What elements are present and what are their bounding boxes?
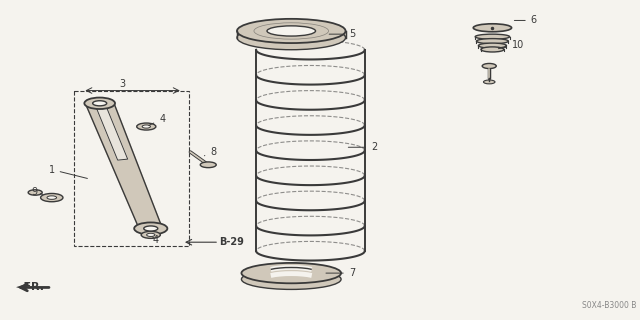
Polygon shape: [237, 31, 346, 38]
Ellipse shape: [475, 34, 509, 39]
Text: 9: 9: [31, 187, 43, 197]
Ellipse shape: [482, 63, 496, 68]
Ellipse shape: [237, 19, 346, 43]
Text: 2: 2: [348, 142, 378, 152]
Text: 1: 1: [49, 164, 88, 179]
Text: 5: 5: [329, 29, 355, 39]
Ellipse shape: [481, 47, 504, 52]
Ellipse shape: [40, 194, 63, 202]
Ellipse shape: [478, 43, 506, 48]
Text: B-29: B-29: [219, 237, 244, 247]
Ellipse shape: [147, 233, 155, 236]
Ellipse shape: [200, 162, 216, 168]
Ellipse shape: [93, 101, 107, 106]
Ellipse shape: [28, 190, 42, 195]
Text: ◄FR.: ◄FR.: [16, 283, 45, 292]
Text: S0X4-B3000 B: S0X4-B3000 B: [582, 301, 636, 310]
Ellipse shape: [47, 196, 56, 199]
Text: 8: 8: [204, 147, 216, 157]
Text: 3: 3: [119, 79, 125, 89]
Text: 6: 6: [515, 15, 537, 26]
Ellipse shape: [483, 80, 495, 84]
Ellipse shape: [237, 26, 346, 50]
Text: 4: 4: [149, 114, 165, 125]
Ellipse shape: [144, 226, 158, 231]
Text: 7: 7: [326, 268, 355, 278]
Ellipse shape: [241, 263, 341, 283]
Bar: [74, 92, 189, 246]
Ellipse shape: [473, 24, 511, 32]
Ellipse shape: [141, 231, 161, 238]
Ellipse shape: [137, 123, 156, 130]
Ellipse shape: [84, 98, 115, 109]
Polygon shape: [95, 103, 127, 160]
Ellipse shape: [142, 125, 150, 128]
Polygon shape: [86, 102, 162, 230]
Ellipse shape: [476, 39, 508, 44]
Ellipse shape: [241, 269, 341, 289]
Ellipse shape: [267, 26, 316, 36]
Ellipse shape: [134, 222, 168, 235]
Text: 10: 10: [499, 40, 524, 50]
Text: 4: 4: [153, 235, 159, 245]
